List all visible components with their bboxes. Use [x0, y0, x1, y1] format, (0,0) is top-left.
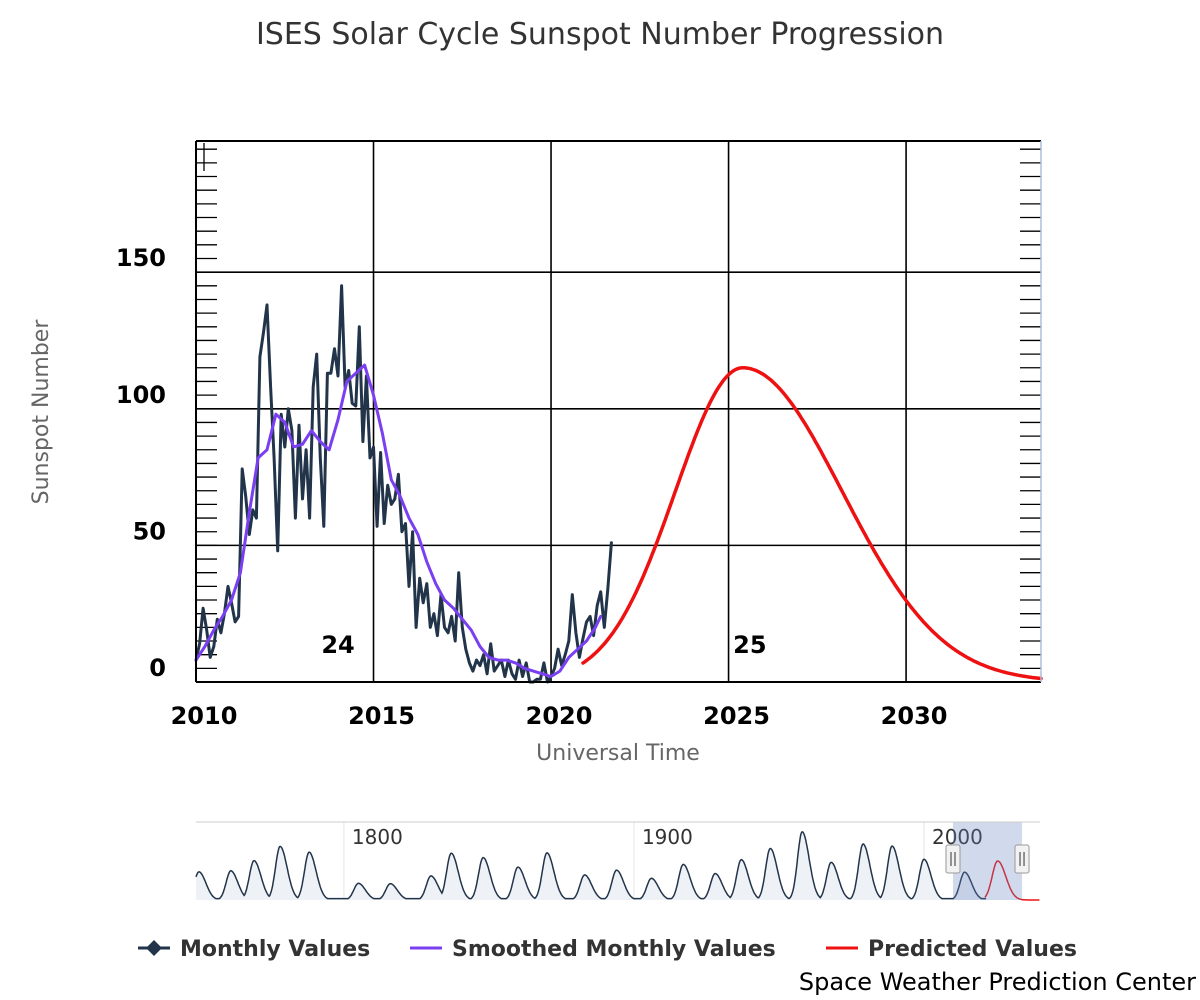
- y-tick-label: 100: [116, 381, 166, 409]
- legend: Monthly Values Smoothed Monthly Values Pre…: [138, 937, 1077, 962]
- legend-label: Smoothed Monthly Values: [452, 937, 776, 962]
- legend-item[interactable]: Smoothed Monthly Values: [410, 937, 776, 962]
- navigator-left-handle[interactable]: [945, 844, 961, 874]
- x-tick-label: 2025: [703, 702, 770, 730]
- chart-title: ISES Solar Cycle Sunspot Number Progress…: [256, 17, 944, 52]
- legend-item[interactable]: Predicted Values: [826, 937, 1077, 962]
- navigator-selection[interactable]: [952, 822, 1023, 900]
- y-tick-label: 0: [149, 654, 166, 682]
- legend-diamond-marker: [146, 940, 162, 956]
- grid: [196, 141, 1041, 682]
- x-tick-label: 2020: [526, 702, 593, 730]
- series-line-predicted-values: [581, 366, 1043, 681]
- legend-label: Monthly Values: [180, 937, 370, 962]
- time-navigator[interactable]: 180019002000: [195, 821, 1040, 901]
- legend-label: Predicted Values: [868, 937, 1077, 962]
- handle-grip[interactable]: [1014, 844, 1030, 874]
- navigator-line: [195, 830, 987, 900]
- x-axis-title: Universal Time: [536, 741, 700, 766]
- series-line-smoothed-monthly-values: [194, 363, 603, 678]
- navigator-right-handle[interactable]: [1014, 844, 1030, 874]
- legend-item[interactable]: Monthly Values: [138, 937, 370, 962]
- credit-text: Space Weather Prediction Center: [799, 968, 1196, 996]
- series-layer: [194, 284, 1043, 684]
- x-tick-label: 2030: [881, 702, 948, 730]
- navigator-predicted-line: [984, 860, 1040, 901]
- x-tick-label: 2015: [348, 702, 415, 730]
- handle-grip[interactable]: [945, 844, 961, 874]
- navigator-label: 1800: [352, 825, 403, 849]
- cycle-labels: 24 25: [321, 631, 766, 659]
- navigator-label: 1900: [642, 825, 693, 849]
- plot-area: [196, 141, 1041, 682]
- cycle-label: 25: [733, 631, 766, 659]
- x-tick-label: 2010: [171, 702, 238, 730]
- cycle-label: 24: [321, 631, 354, 659]
- series-line-monthly-values: [194, 284, 613, 684]
- y-axis-title: Sunspot Number: [29, 319, 54, 505]
- navigator-area: [196, 831, 987, 900]
- y-tick-label: 50: [133, 517, 166, 545]
- axes: 0 50 100 150 2010 2015 2020 2025 2030: [116, 140, 1042, 730]
- y-tick-label: 150: [116, 244, 166, 272]
